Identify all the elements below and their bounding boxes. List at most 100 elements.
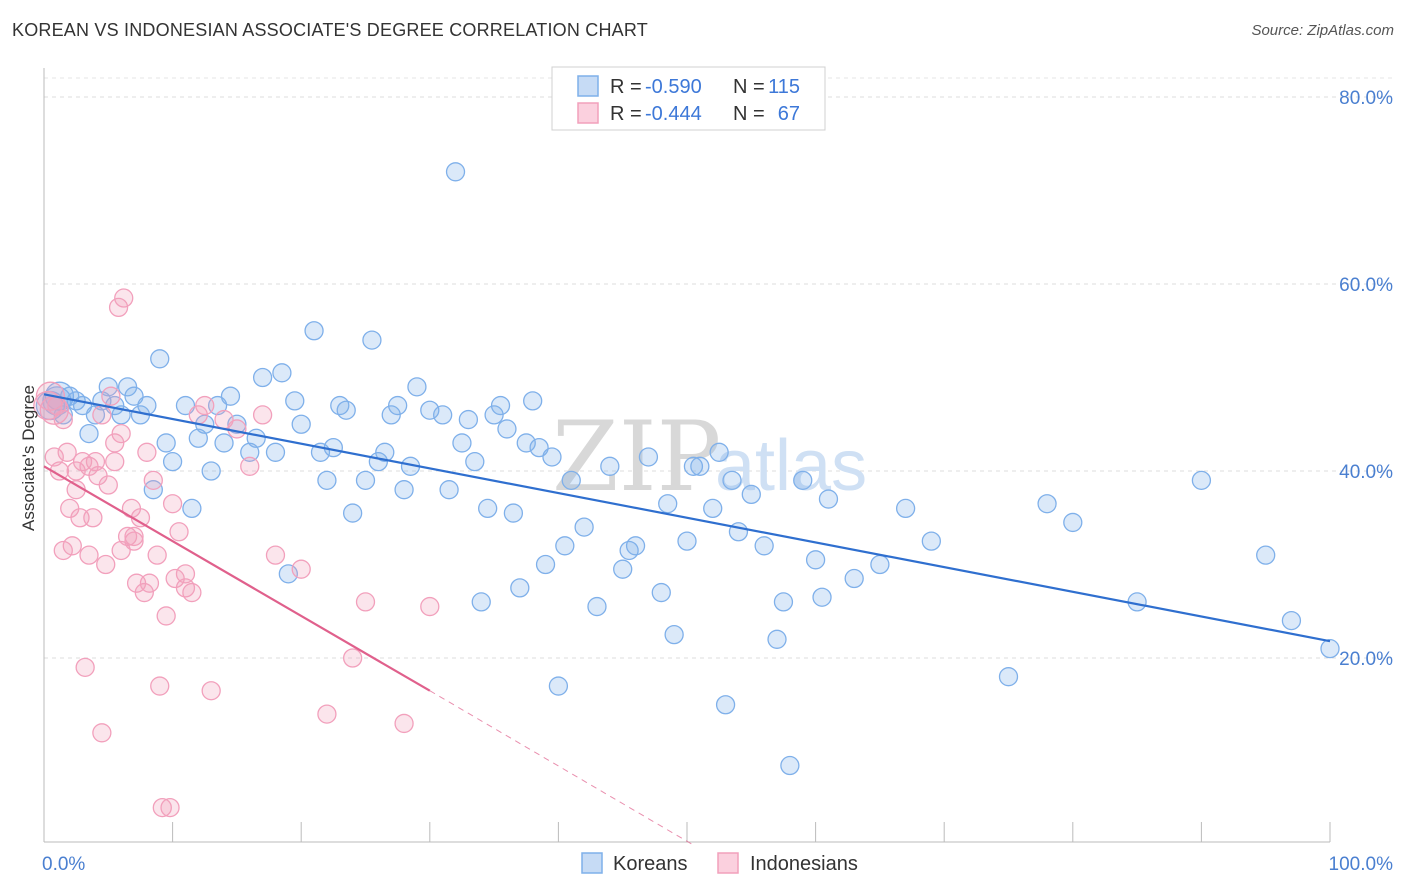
indonesian-point-37 [156,606,176,626]
korean-point-31 [246,428,266,448]
korean-point-46 [362,330,382,350]
korean-point-43 [336,400,356,420]
korean-point-22 [182,498,202,519]
korean-point-82 [638,447,659,467]
chart-title: KOREAN VS INDONESIAN ASSOCIATE'S DEGREE … [12,20,648,40]
y-tick-labels: 20.0% 40.0% 60.0% 80.0% [1339,88,1393,670]
korean-point-83 [651,582,671,603]
bottom-legend-swatch-indonesians [717,852,739,874]
korean-point-7 [79,423,99,444]
y-tick-label-0: 20.0% [1339,649,1393,670]
indonesian-point-38 [160,797,180,818]
bottom-legend-koreans: Koreans [613,853,688,875]
korean-point-72 [542,447,562,467]
korean-point-90 [709,442,729,462]
korean-point-21 [175,395,196,416]
indonesian-point-41 [169,522,189,542]
indonesian-point-65 [44,447,64,467]
korean-point-49 [381,405,401,425]
korean-point-75 [561,470,581,491]
korean-point-73 [548,676,569,696]
axes [43,68,1331,843]
korean-point-104 [870,554,890,575]
indonesian-point-59 [92,405,112,425]
y-axis-label: Associate's Degree [19,385,38,531]
y-tick-label-2: 60.0% [1339,275,1393,296]
korean-point-50 [387,395,408,416]
korean-trend-line [43,393,1331,643]
korean-point-79 [613,559,633,579]
korean-point-85 [664,624,684,645]
korean-point-112 [1256,545,1276,565]
korean-point-53 [407,377,427,397]
indonesian-point-35 [150,676,170,696]
korean-point-66 [503,503,524,523]
korean-point-64 [490,395,511,416]
indonesian-point-54 [342,648,363,668]
indonesian-point-33 [143,470,163,491]
indonesian-point-56 [394,713,414,734]
korean-point-106 [921,531,941,551]
korean-point-99 [793,470,813,491]
indonesian-point-8 [62,536,82,556]
korean-point-63 [484,405,504,425]
korean-point-62 [478,498,498,519]
korean-point-113 [1281,610,1302,631]
indonesian-point-30 [134,582,154,603]
indonesian-trend-line [43,465,431,692]
grid-lines [44,77,1392,659]
korean-point-91 [715,695,736,715]
x-tick-labels: 0.0% 100.0% [42,854,1393,875]
watermark-atlas: atlas [715,426,867,506]
legend-n-label-koreans: N = [733,76,765,98]
korean-point-96 [767,629,787,649]
legend-r-value-indonesians: -0.444 [645,103,702,125]
indonesian-point-31 [137,442,157,462]
series-legend: Koreans Indonesians [581,852,858,875]
korean-point-86 [677,531,697,551]
legend-r-label-indonesians: R = [610,103,642,125]
korean-point-36 [285,391,305,411]
korean-point-114 [1320,639,1340,659]
korean-point-23 [188,428,208,448]
indonesian-point-52 [291,559,311,579]
korean-point-27 [214,433,234,453]
indonesian-point-49 [240,456,260,476]
indonesian-point-24 [114,288,134,308]
korean-point-65 [497,419,517,439]
korean-point-13 [117,377,138,397]
korean-point-67 [510,578,530,598]
korean-point-109 [1063,512,1083,533]
indonesian-point-51 [265,545,286,565]
indonesian-point-50 [252,405,273,425]
indonesian-point-13 [79,545,99,565]
indonesian-point-45 [195,395,215,416]
korean-point-87 [683,456,704,476]
indonesian-point-48 [227,419,247,439]
indonesian-point-39 [162,494,183,514]
x-tick-label-1: 100.0% [1329,854,1394,875]
indonesian-point-14 [83,508,103,528]
indonesian-point-5 [53,409,73,430]
korean-point-108 [1037,494,1057,514]
indonesian-point-18 [96,554,116,575]
indonesian-point-34 [147,545,167,565]
legend-n-value-koreans: 115 [768,76,800,98]
korean-point-100 [805,550,826,570]
legend-n-label-indonesians: N = [733,103,765,125]
indonesian-point-12 [75,657,95,677]
korean-point-94 [741,484,761,505]
korean-point-20 [162,451,183,472]
korean-point-51 [394,480,414,500]
indonesian-point-63 [53,540,73,561]
indonesian-point-20 [101,386,121,406]
korean-point-56 [439,480,459,500]
korean-point-92 [722,470,742,491]
korean-point-25 [201,461,221,481]
korean-point-37 [291,414,311,434]
korean-point-44 [342,503,363,523]
bottom-legend-indonesians: Indonesians [750,853,858,875]
korean-point-70 [529,437,549,458]
indonesian-point-32 [139,573,160,593]
